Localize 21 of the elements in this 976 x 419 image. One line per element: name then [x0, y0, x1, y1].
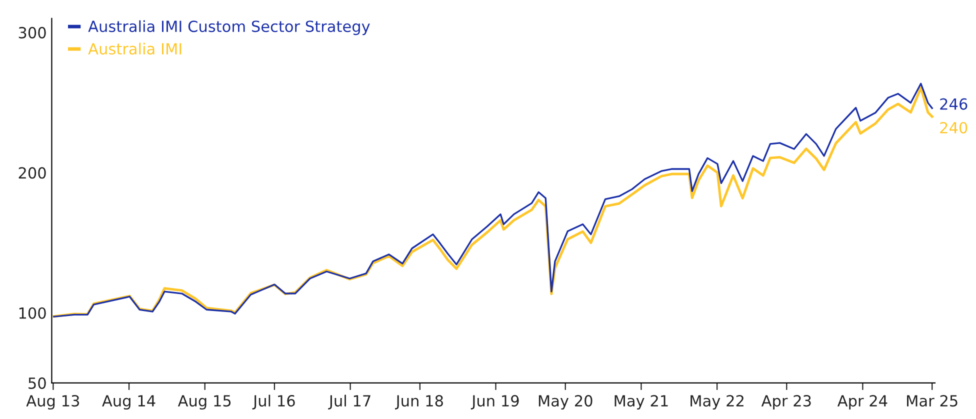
y-tick-label: 50 — [28, 377, 46, 389]
x-tick-label: Apr 23 — [761, 395, 811, 410]
x-tick-label: Jul 16 — [252, 394, 295, 410]
x-tick-label: Jun 19 — [470, 395, 519, 410]
x-tick-label: Aug 15 — [178, 395, 231, 410]
x-tick-label: May 20 — [538, 395, 592, 410]
legend-label: Australia IMI Custom Sector Strategy — [88, 20, 370, 36]
y-tick-label: 300 — [18, 26, 46, 38]
x-tick-label: Apr 24 — [837, 395, 888, 410]
x-tick-label: Jun 18 — [395, 395, 443, 410]
x-tick-label: Aug 13 — [26, 395, 80, 410]
x-tick-label: Mar 25 — [907, 395, 958, 407]
annotation: 246 — [940, 98, 968, 110]
x-tick-label: Aug 14 — [102, 395, 156, 410]
legend-label: Australia IMI — [88, 42, 182, 55]
y-tick-label: 100 — [19, 307, 46, 319]
y-tick-label: 200 — [18, 167, 46, 179]
x-tick-label: May 21 — [614, 395, 668, 410]
x-tick-label: Jul 17 — [328, 394, 370, 410]
x-tick-label: May 22 — [690, 395, 744, 410]
annotation: 240 — [940, 122, 968, 134]
